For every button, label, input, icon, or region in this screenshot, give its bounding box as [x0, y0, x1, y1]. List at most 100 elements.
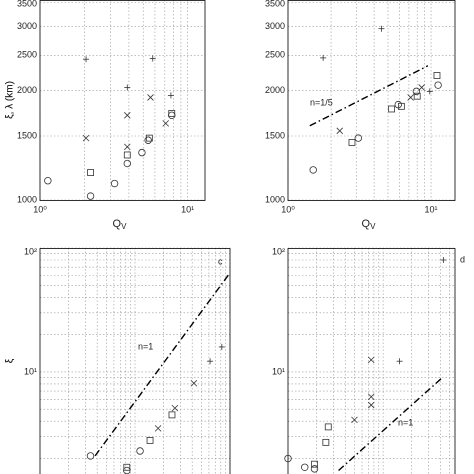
plot-frame	[39, 248, 231, 474]
marker-part	[301, 463, 309, 471]
data-point	[123, 151, 131, 159]
marker-part	[412, 87, 421, 96]
data-point	[86, 452, 95, 460]
x-tick-label: 10⁰	[33, 204, 47, 214]
data-point	[426, 88, 433, 95]
x-tick-label: 10¹	[425, 204, 438, 214]
marker-part	[87, 169, 94, 176]
marker-part	[123, 151, 131, 159]
marker-part	[388, 105, 396, 113]
y-tick-label: 10¹	[272, 366, 285, 376]
data-point	[367, 356, 375, 364]
marker-part	[136, 447, 144, 455]
marker-part	[82, 134, 90, 142]
data-point	[83, 56, 90, 63]
marker-part	[190, 379, 198, 387]
data-point	[418, 84, 425, 91]
marker-part	[86, 192, 95, 200]
data-point	[407, 94, 414, 101]
annotation: n=1/5	[310, 97, 333, 107]
data-point	[433, 72, 441, 79]
data-point	[168, 111, 176, 120]
plot-frame	[39, 0, 206, 201]
data-point	[168, 110, 176, 117]
data-point	[309, 166, 317, 174]
data-point	[301, 463, 309, 471]
marker-part	[154, 425, 162, 432]
y-tick-label: 10²	[272, 246, 285, 256]
data-point	[336, 127, 344, 135]
data-point	[320, 54, 327, 61]
data-point	[86, 192, 95, 200]
marker-part	[44, 177, 52, 185]
marker-part	[168, 411, 176, 419]
y-tick-label: 2500	[17, 50, 37, 60]
y-tick-label: 3000	[265, 21, 285, 31]
data-point	[367, 393, 375, 401]
marker-part	[138, 148, 146, 157]
marker-part	[367, 393, 375, 401]
data-point	[138, 148, 146, 157]
data-point	[284, 454, 292, 463]
marker-part	[434, 81, 442, 89]
marker-part	[147, 94, 154, 101]
data-point	[207, 358, 214, 365]
y-axis-label: ξ, λ (km)	[5, 81, 16, 119]
data-point	[218, 343, 225, 350]
data-point	[440, 257, 447, 264]
marker-part	[324, 423, 332, 431]
marker-part	[354, 134, 362, 142]
data-point	[162, 120, 169, 127]
y-tick-label: 1500	[265, 130, 285, 140]
marker-part	[336, 127, 344, 135]
y-tick-label: 1500	[17, 130, 37, 140]
annotation: n=1	[398, 417, 413, 427]
marker-part	[284, 454, 292, 463]
y-tick-label: 3000	[17, 21, 37, 31]
data-point	[388, 105, 396, 113]
marker-part	[367, 356, 375, 364]
marker-part	[144, 136, 152, 144]
marker-part	[322, 438, 330, 446]
data-point	[396, 358, 403, 365]
marker-part	[124, 143, 131, 151]
data-point	[87, 169, 94, 176]
data-point	[348, 139, 356, 146]
data-point	[149, 55, 156, 62]
marker-part	[394, 100, 402, 109]
data-point	[190, 379, 198, 387]
data-point	[44, 177, 52, 185]
data-point	[354, 134, 362, 142]
data-point	[146, 437, 154, 444]
data-point	[124, 143, 131, 151]
marker-part	[86, 452, 95, 460]
plot-frame	[287, 248, 456, 474]
data-point	[434, 81, 442, 89]
data-point	[147, 94, 154, 101]
data-point	[324, 423, 332, 431]
marker-part	[123, 463, 131, 471]
data-point	[124, 84, 131, 91]
data-point	[123, 463, 131, 471]
panel-label: c	[218, 256, 223, 266]
y-tick-label: 2000	[265, 85, 285, 95]
data-point	[136, 447, 144, 455]
x-axis-label: QV	[113, 218, 128, 231]
fit-line	[338, 377, 443, 472]
marker-part	[123, 159, 131, 168]
y-tick-label: 2500	[265, 50, 285, 60]
data-point	[145, 134, 153, 142]
y-axis-label: ξ, λ (km)	[5, 81, 16, 119]
data-point	[171, 404, 179, 412]
data-point	[413, 92, 421, 100]
marker-part	[145, 134, 153, 142]
fit-line	[309, 65, 429, 127]
data-point	[351, 416, 358, 424]
data-point	[322, 438, 330, 446]
data-point	[123, 159, 131, 168]
marker-part	[351, 416, 358, 424]
plot-frame	[287, 0, 456, 201]
data-point	[394, 100, 402, 109]
marker-part	[124, 112, 131, 119]
